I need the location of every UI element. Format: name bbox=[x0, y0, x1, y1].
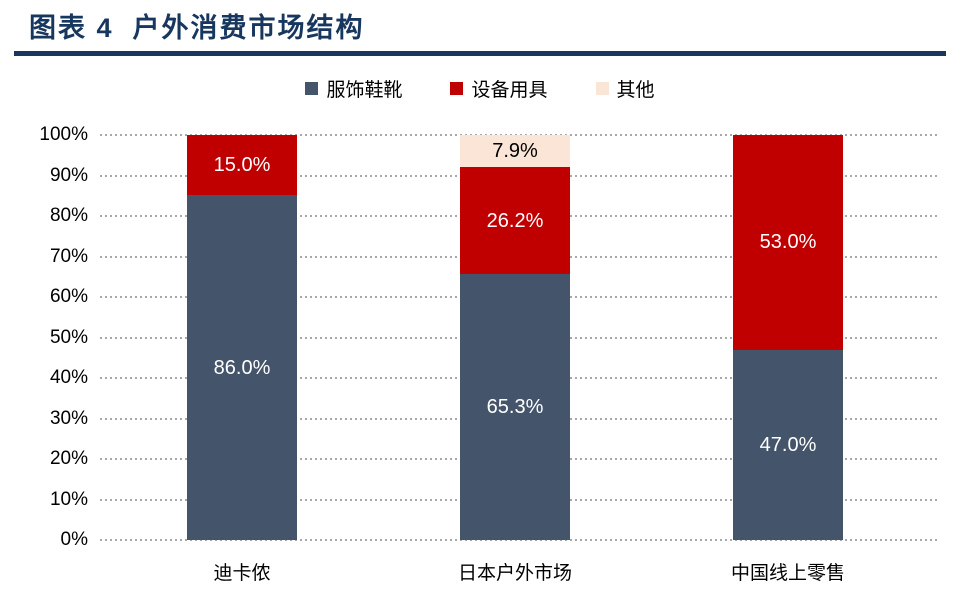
y-axis-tick-label: 80% bbox=[49, 205, 88, 226]
bar-value-label: 65.3% bbox=[486, 395, 544, 418]
bar-segment-迪卡侬-设备用具 bbox=[187, 135, 297, 196]
bar-value-label: 15.0% bbox=[213, 154, 271, 177]
legend-swatch-icon bbox=[450, 81, 464, 95]
x-axis-category-label: 中国线上零售 bbox=[730, 563, 845, 584]
chart-legend: 服饰鞋靴 设备用具 其他 bbox=[0, 75, 960, 102]
title-underline bbox=[14, 51, 946, 56]
y-axis-tick-label: 70% bbox=[49, 245, 88, 267]
y-axis-tick-label: 0% bbox=[60, 529, 88, 550]
bar-value-label: 53.0% bbox=[759, 231, 817, 254]
y-axis-tick-label: 40% bbox=[49, 367, 88, 388]
gridline-0% bbox=[100, 539, 940, 541]
y-axis-tick-label: 90% bbox=[49, 164, 88, 186]
bar-segment-日本户外市场-服饰鞋靴 bbox=[460, 273, 570, 540]
bar-segment-日本户外市场-其他 bbox=[460, 135, 570, 168]
legend-item-1: 设备用具 bbox=[450, 75, 548, 102]
bar-segment-日本户外市场-设备用具 bbox=[460, 167, 570, 274]
y-axis-tick-label: 30% bbox=[49, 407, 88, 429]
bar-value-label: 47.0% bbox=[759, 433, 817, 456]
legend-label: 其他 bbox=[616, 79, 655, 101]
legend-label: 设备用具 bbox=[471, 79, 548, 101]
legend-swatch-icon bbox=[595, 81, 609, 95]
bar-segment-中国线上零售-服饰鞋靴 bbox=[733, 349, 843, 540]
bar-segment-中国线上零售-设备用具 bbox=[733, 135, 843, 350]
legend-item-0: 服饰鞋靴 bbox=[305, 75, 402, 102]
x-axis-category-label: 日本户外市场 bbox=[457, 563, 572, 584]
bar-segment-迪卡侬-服饰鞋靴 bbox=[187, 195, 297, 540]
y-axis-tick-label: 10% bbox=[49, 488, 88, 510]
y-axis-tick-label: 50% bbox=[49, 326, 88, 348]
y-axis-tick-label: 100% bbox=[39, 124, 88, 145]
y-axis-tick-label: 20% bbox=[49, 448, 88, 469]
bar-value-label: 7.9% bbox=[492, 140, 538, 163]
bar-value-label: 26.2% bbox=[486, 209, 544, 232]
legend-item-2: 其他 bbox=[595, 75, 655, 102]
legend-swatch-icon bbox=[305, 81, 319, 95]
legend-label: 服饰鞋靴 bbox=[326, 79, 403, 101]
bar-value-label: 86.0% bbox=[213, 356, 271, 379]
y-axis-tick-label: 60% bbox=[49, 286, 88, 307]
chart-title: 图表 4 户外消费市场结构 bbox=[29, 13, 365, 43]
x-axis-category-label: 迪卡侬 bbox=[213, 563, 271, 584]
